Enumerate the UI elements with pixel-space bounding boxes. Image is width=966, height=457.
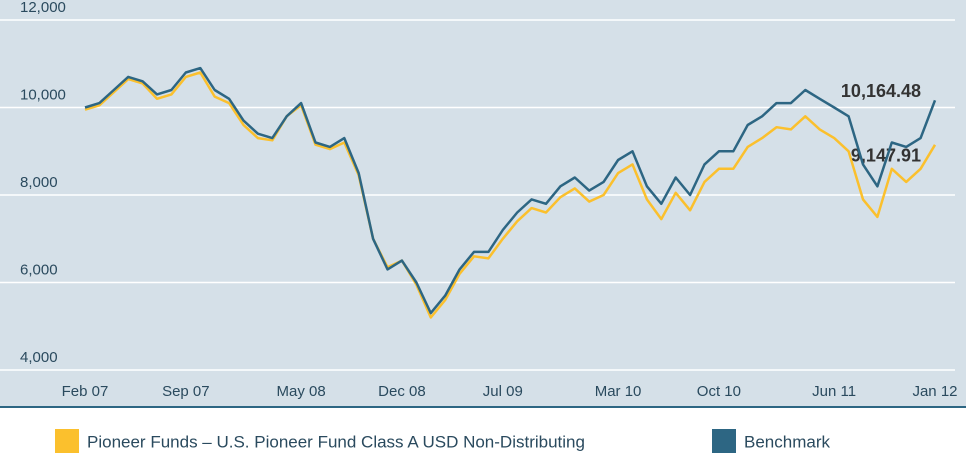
x-tick-label: Jun 11 bbox=[812, 383, 856, 400]
x-tick-label: Feb 07 bbox=[62, 383, 109, 400]
legend-swatch bbox=[55, 429, 79, 453]
value-label: 10,164.48 bbox=[841, 81, 921, 101]
y-tick-label: 8,000 bbox=[20, 174, 58, 191]
y-tick-label: 12,000 bbox=[20, 0, 66, 16]
series-line bbox=[84, 71, 937, 319]
legend-label: Pioneer Funds – U.S. Pioneer Fund Class … bbox=[87, 432, 585, 451]
legend-swatch bbox=[712, 429, 736, 453]
x-tick-label: Sep 07 bbox=[162, 383, 210, 400]
x-tick-label: Jul 09 bbox=[483, 383, 523, 400]
y-tick-label: 6,000 bbox=[20, 261, 58, 278]
x-tick-label: May 08 bbox=[277, 383, 326, 400]
plot-background bbox=[0, 0, 966, 407]
y-tick-label: 10,000 bbox=[20, 86, 66, 103]
x-tick-label: Dec 08 bbox=[378, 383, 426, 400]
x-tick-label: Jan 12 bbox=[912, 383, 957, 400]
value-label: 9,147.91 bbox=[851, 146, 921, 166]
y-tick-label: 4,000 bbox=[20, 349, 58, 366]
series-line bbox=[84, 66, 937, 315]
x-tick-label: Oct 10 bbox=[697, 383, 741, 400]
legend-label: Benchmark bbox=[744, 432, 830, 451]
x-tick-label: Mar 10 bbox=[595, 383, 642, 400]
